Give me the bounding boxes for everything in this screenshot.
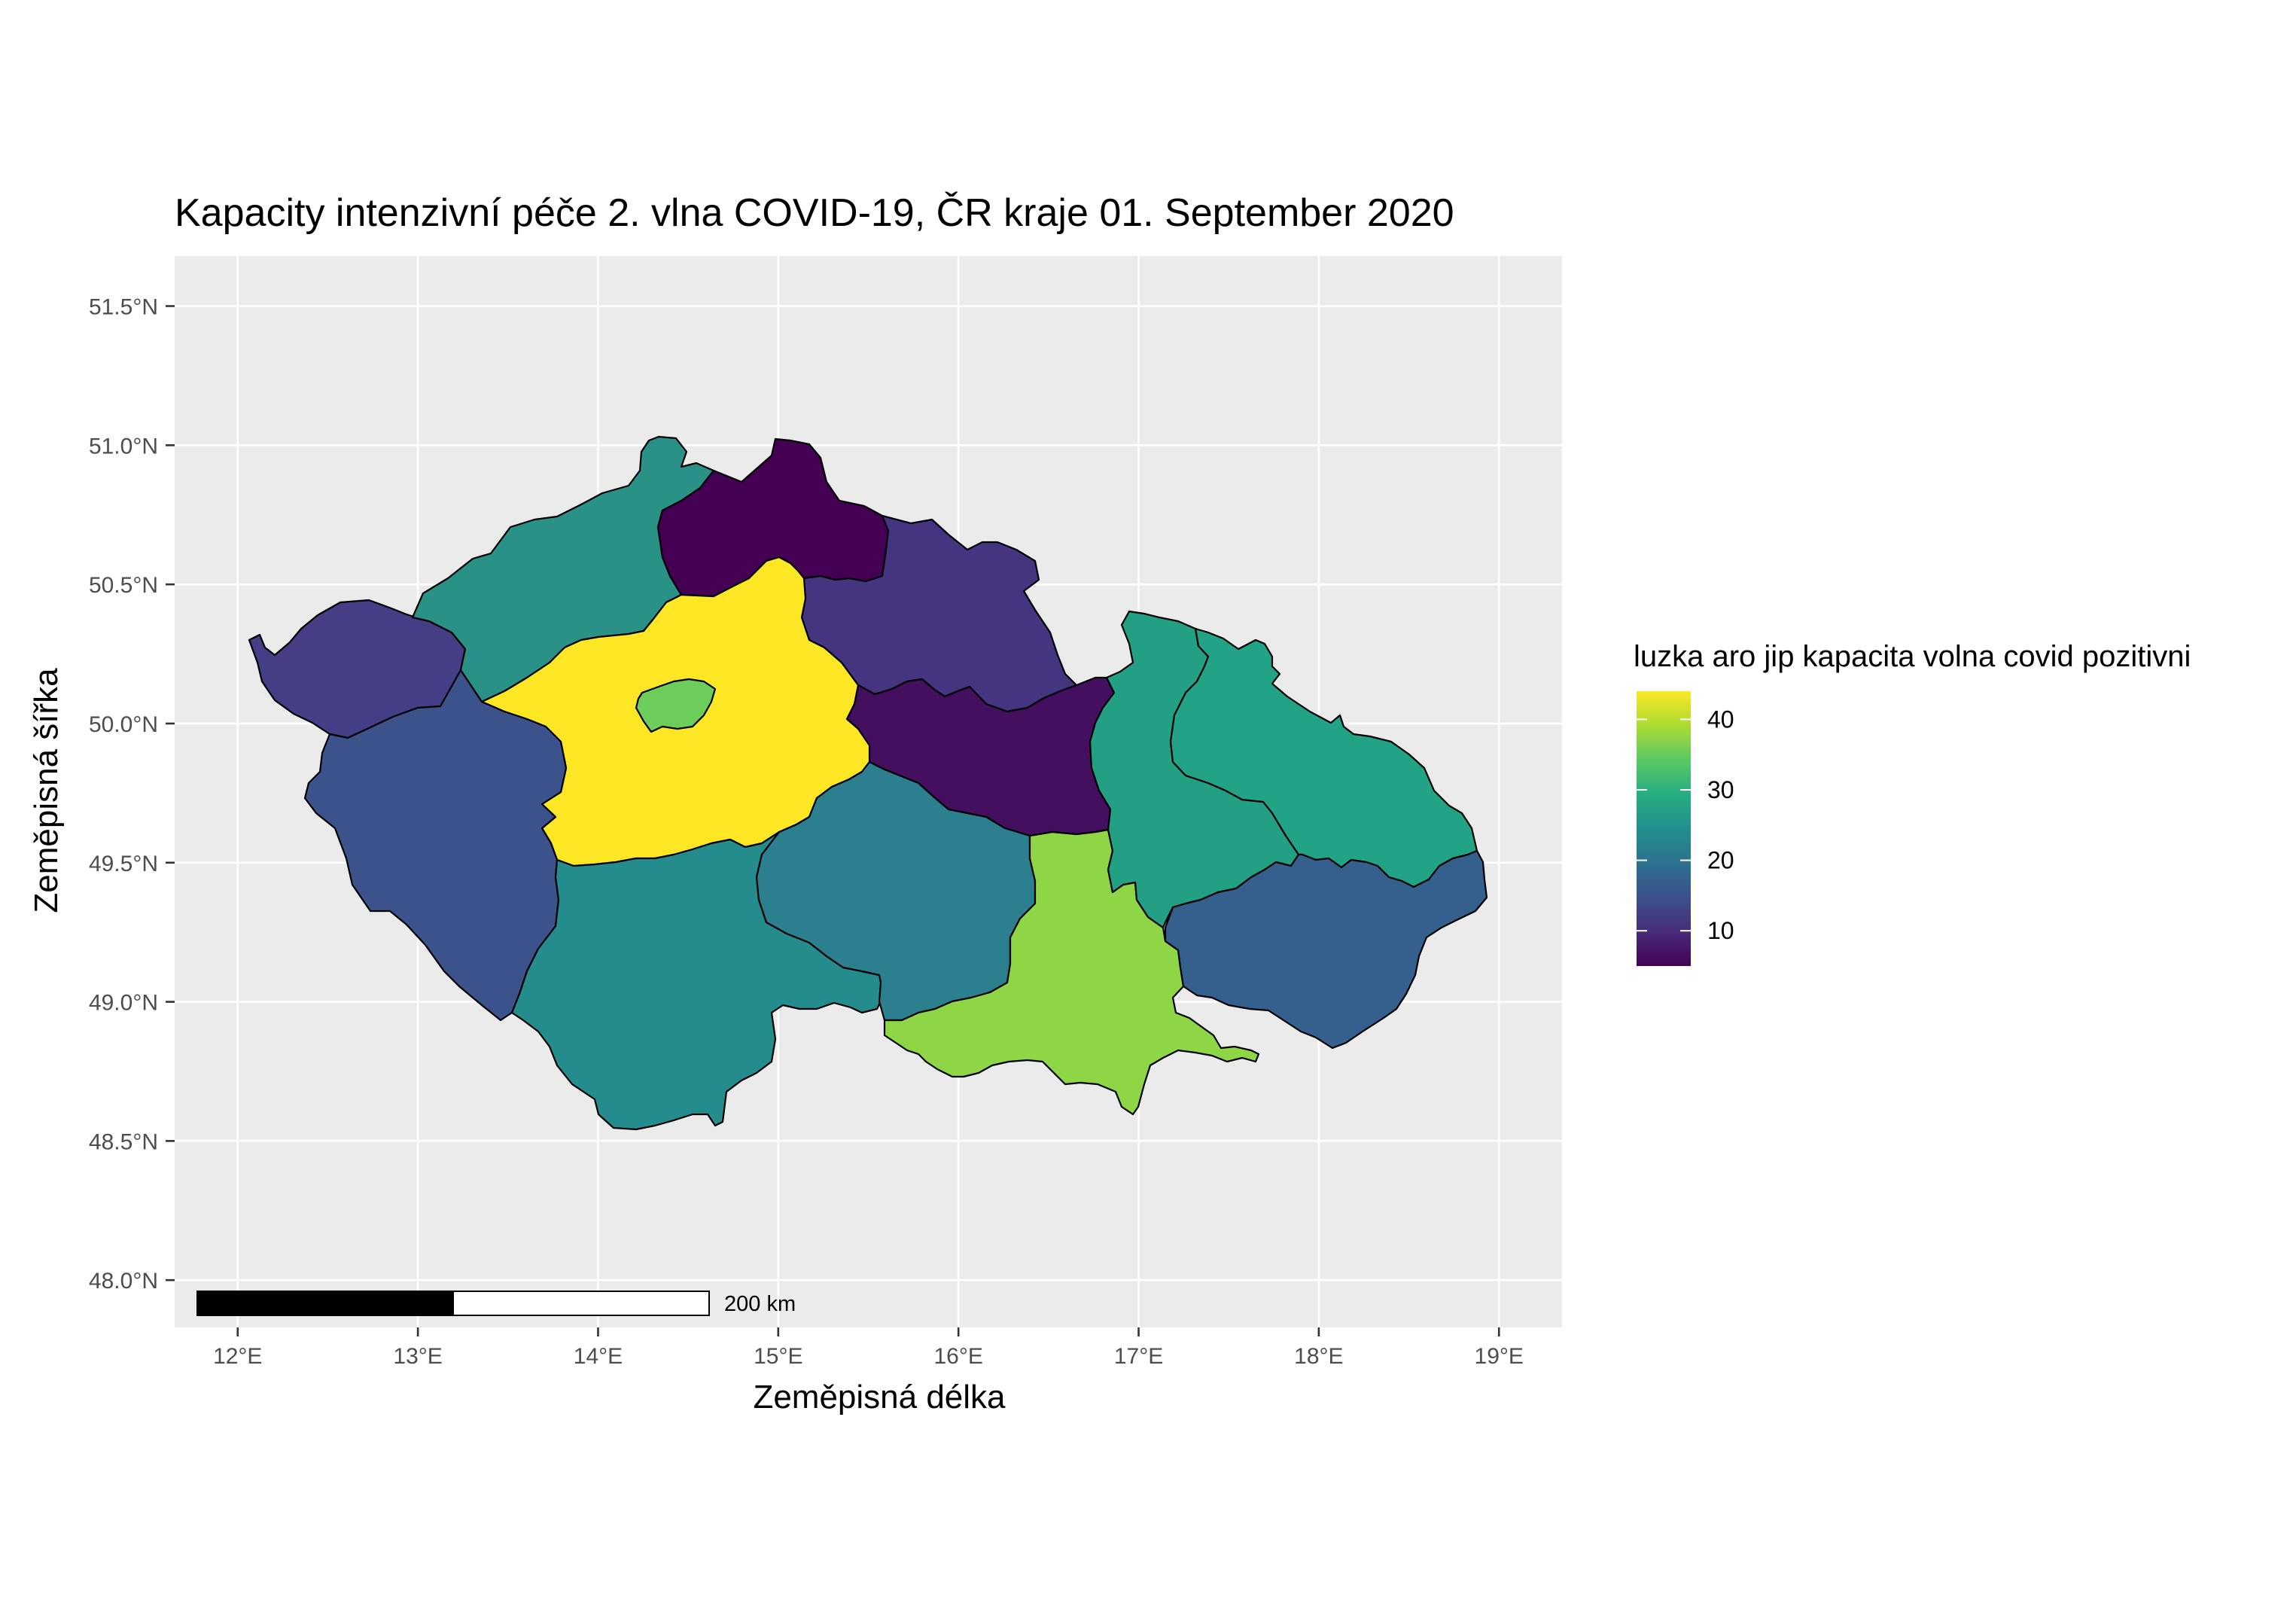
region-praha [635,678,717,733]
y-tick-label: 50.5°N [89,573,158,598]
y-tick-label: 50.0°N [89,712,158,737]
scale-bar-black-segment [196,1291,454,1316]
legend-colorbar [1637,691,1691,966]
x-axis-title: Zeměpisná délka [753,1379,1006,1416]
y-tick-label: 48.5°N [89,1129,158,1154]
y-tick-label: 49.0°N [89,991,158,1016]
x-tick-label: 17°E [1114,1344,1163,1369]
legend-ticks: 10 20 30 40 [1637,705,1734,944]
x-tick-label: 13°E [393,1344,442,1369]
legend-tick-label: 10 [1707,917,1734,944]
regions-layer [248,435,1488,1131]
y-tick-label: 51.0°N [89,434,158,459]
legend-tick-label: 40 [1707,705,1734,733]
map-title: Kapacity intenzivní péče 2. vlna COVID-1… [175,191,1454,235]
region-zlinsky [1164,849,1488,1050]
x-tick-label: 12°E [213,1344,262,1369]
x-tick-label: 19°E [1475,1344,1524,1369]
x-tick-label: 16°E [933,1344,982,1369]
scale-bar-white-segment [452,1291,710,1316]
y-tick-label: 48.0°N [89,1269,158,1294]
legend-title: luzka aro jip kapacita volna covid pozit… [1634,640,2191,673]
legend-tick-label: 20 [1707,847,1734,874]
scale-bar-label: 200 km [724,1292,796,1316]
x-tick-label: 14°E [574,1344,623,1369]
y-axis-title: Zeměpisná šířka [28,668,65,913]
y-tick-label: 49.5°N [89,852,158,876]
legend: luzka aro jip kapacita volna covid pozit… [1634,640,2191,966]
x-tick-label: 15°E [754,1344,802,1369]
scale-bar: 200 km [196,1291,796,1316]
legend-tick-label: 30 [1707,776,1734,803]
region-jihocesky [510,830,886,1131]
y-tick-label: 51.5°N [89,295,158,320]
y-axis-ticks: 48.0°N 48.5°N 49.0°N 49.5°N 50.0°N 50.5°N 51.0… [89,295,175,1294]
x-tick-label: 18°E [1294,1344,1343,1369]
x-axis-ticks: 12°E 13°E 14°E 15°E 16°E 17°E 18°E 19°E [213,1327,1524,1369]
